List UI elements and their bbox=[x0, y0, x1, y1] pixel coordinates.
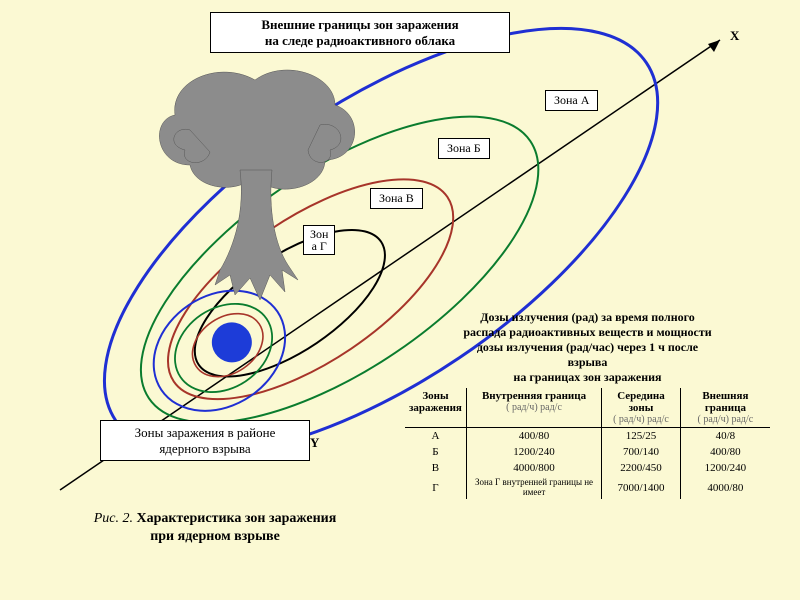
zone-a-label: Зона А bbox=[545, 90, 598, 111]
zone-g-label: Зон а Г bbox=[303, 225, 335, 255]
table-header-row: Зоны заражения Внутренняя граница ( рад/… bbox=[405, 388, 770, 428]
title-line-1: Внешние границы зон заражения bbox=[261, 17, 458, 32]
axis-x-label: X bbox=[730, 28, 739, 44]
table-row: В4000/8002200/4501200/240 bbox=[405, 460, 770, 476]
diagram-canvas: Внешние границы зон заражения на следе р… bbox=[0, 0, 800, 600]
figure-caption: Рис. 2. Характеристика зон заражения при… bbox=[65, 510, 365, 546]
zone-b-label: Зона Б bbox=[438, 138, 490, 159]
axis-y-label: Y bbox=[310, 435, 319, 451]
dose-table-grid: Зоны заражения Внутренняя граница ( рад/… bbox=[405, 388, 770, 499]
caption-bold-1: Характеристика зон заражения bbox=[136, 511, 336, 526]
left-line-1: Зоны заражения в районе bbox=[135, 425, 276, 440]
table-row: ГЗона Г внутренней границы не имеет7000/… bbox=[405, 476, 770, 499]
table-row: Б1200/240700/140400/80 bbox=[405, 444, 770, 460]
zone-v-label: Зона В bbox=[370, 188, 423, 209]
table-title: Дозы излучения (рад) за время полного ра… bbox=[405, 310, 770, 385]
caption-prefix: Рис. 2. bbox=[94, 511, 133, 526]
dose-table: Дозы излучения (рад) за время полного ра… bbox=[405, 310, 770, 499]
caption-bold-2: при ядерном взрыве bbox=[150, 529, 280, 544]
title-box: Внешние границы зон заражения на следе р… bbox=[210, 12, 510, 53]
explosion-zones-box: Зоны заражения в районе ядерного взрыва bbox=[100, 420, 310, 461]
left-line-2: ядерного взрыва bbox=[159, 441, 250, 456]
title-line-2: на следе радиоактивного облака bbox=[265, 33, 455, 48]
table-row: А400/80125/2540/8 bbox=[405, 428, 770, 445]
